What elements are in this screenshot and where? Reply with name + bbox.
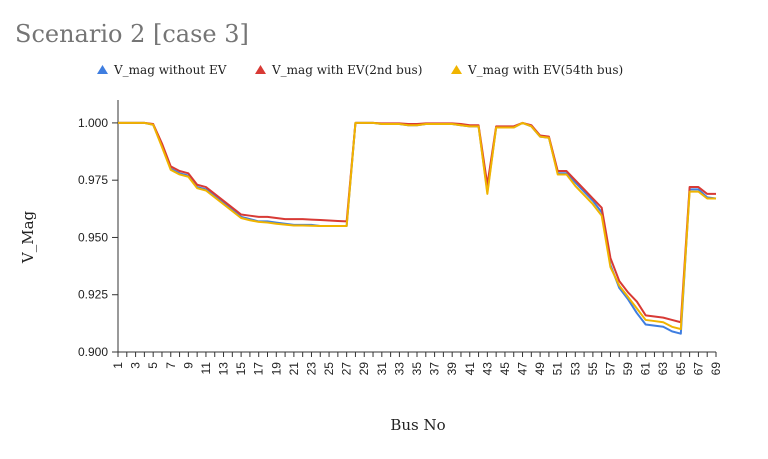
x-tick-label: 37 [428,362,442,376]
x-tick-label: 51 [551,362,565,376]
x-tick-label: 11 [199,362,213,375]
x-tick-label: 49 [533,362,547,376]
y-tick-label: 0.950 [78,230,108,244]
chart-title: Scenario 2 [case 3] [15,20,249,48]
x-tick-label: 19 [269,362,283,376]
series-line-2 [118,121,716,324]
legend: V_mag without EV V_mag with EV(2nd bus) V_… [97,63,623,77]
series-lines [118,121,717,335]
y-tick-label: 1.000 [78,116,108,130]
legend-label: V_mag with EV(2nd bus) [271,63,422,77]
legend-label: V_mag with EV(54th bus) [467,63,623,77]
x-tick-label: 59 [621,362,635,376]
x-axis-title: Bus No [390,416,445,434]
x-tick-label: 5 [146,362,160,369]
x-tick-label: 55 [586,362,600,376]
legend-item: V_mag without EV [97,63,227,77]
y-axis-ticks: 0.900 0.925 0.950 0.975 1.000 [78,116,118,359]
series-line-3 [118,121,716,331]
x-tick-label: 13 [217,362,231,376]
x-tick-label: 47 [516,362,530,376]
series-line-1 [118,121,717,335]
x-tick-label: 67 [691,362,705,376]
x-tick-label: 39 [445,362,459,376]
x-tick-label: 1 [111,362,125,369]
x-tick-label: 45 [498,362,512,376]
x-tick-label: 61 [639,362,653,376]
legend-triangle-icon [451,65,462,74]
x-tick-label: 69 [709,362,723,376]
x-tick-label: 35 [410,362,424,376]
x-tick-label: 43 [480,362,494,376]
legend-item: V_mag with EV(54th bus) [451,63,623,77]
x-tick-label: 57 [603,362,617,376]
x-tick-label: 7 [164,362,178,369]
y-axis-title: V_Mag [19,210,37,264]
x-tick-label: 23 [304,362,318,376]
x-tick-label: 25 [322,362,336,376]
y-tick-label: 0.900 [78,345,108,359]
x-tick-label: 17 [252,362,266,376]
x-tick-label: 29 [357,362,371,376]
x-tick-label: 53 [568,362,582,376]
x-tick-label: 65 [674,362,688,376]
x-tick-label: 41 [463,362,477,376]
x-tick-label: 31 [375,362,389,376]
x-tick-label: 3 [129,362,143,369]
legend-triangle-icon [97,65,108,74]
y-tick-label: 0.925 [78,288,108,302]
x-tick-label: 33 [392,362,406,376]
x-tick-label: 63 [656,362,670,376]
legend-label: V_mag without EV [113,63,227,77]
x-axis-ticks: 1 3 5 7 9 11 13 15 17 19 21 23 25 27 29 31 33 35 37 39 41 43 4… [111,352,723,375]
x-tick-label: 21 [287,362,301,376]
x-tick-label: 9 [181,362,195,369]
x-tick-label: 27 [340,362,354,376]
y-tick-label: 0.975 [78,173,108,187]
legend-triangle-icon [255,65,266,74]
x-tick-label: 15 [234,362,248,376]
legend-item: V_mag with EV(2nd bus) [255,63,422,77]
